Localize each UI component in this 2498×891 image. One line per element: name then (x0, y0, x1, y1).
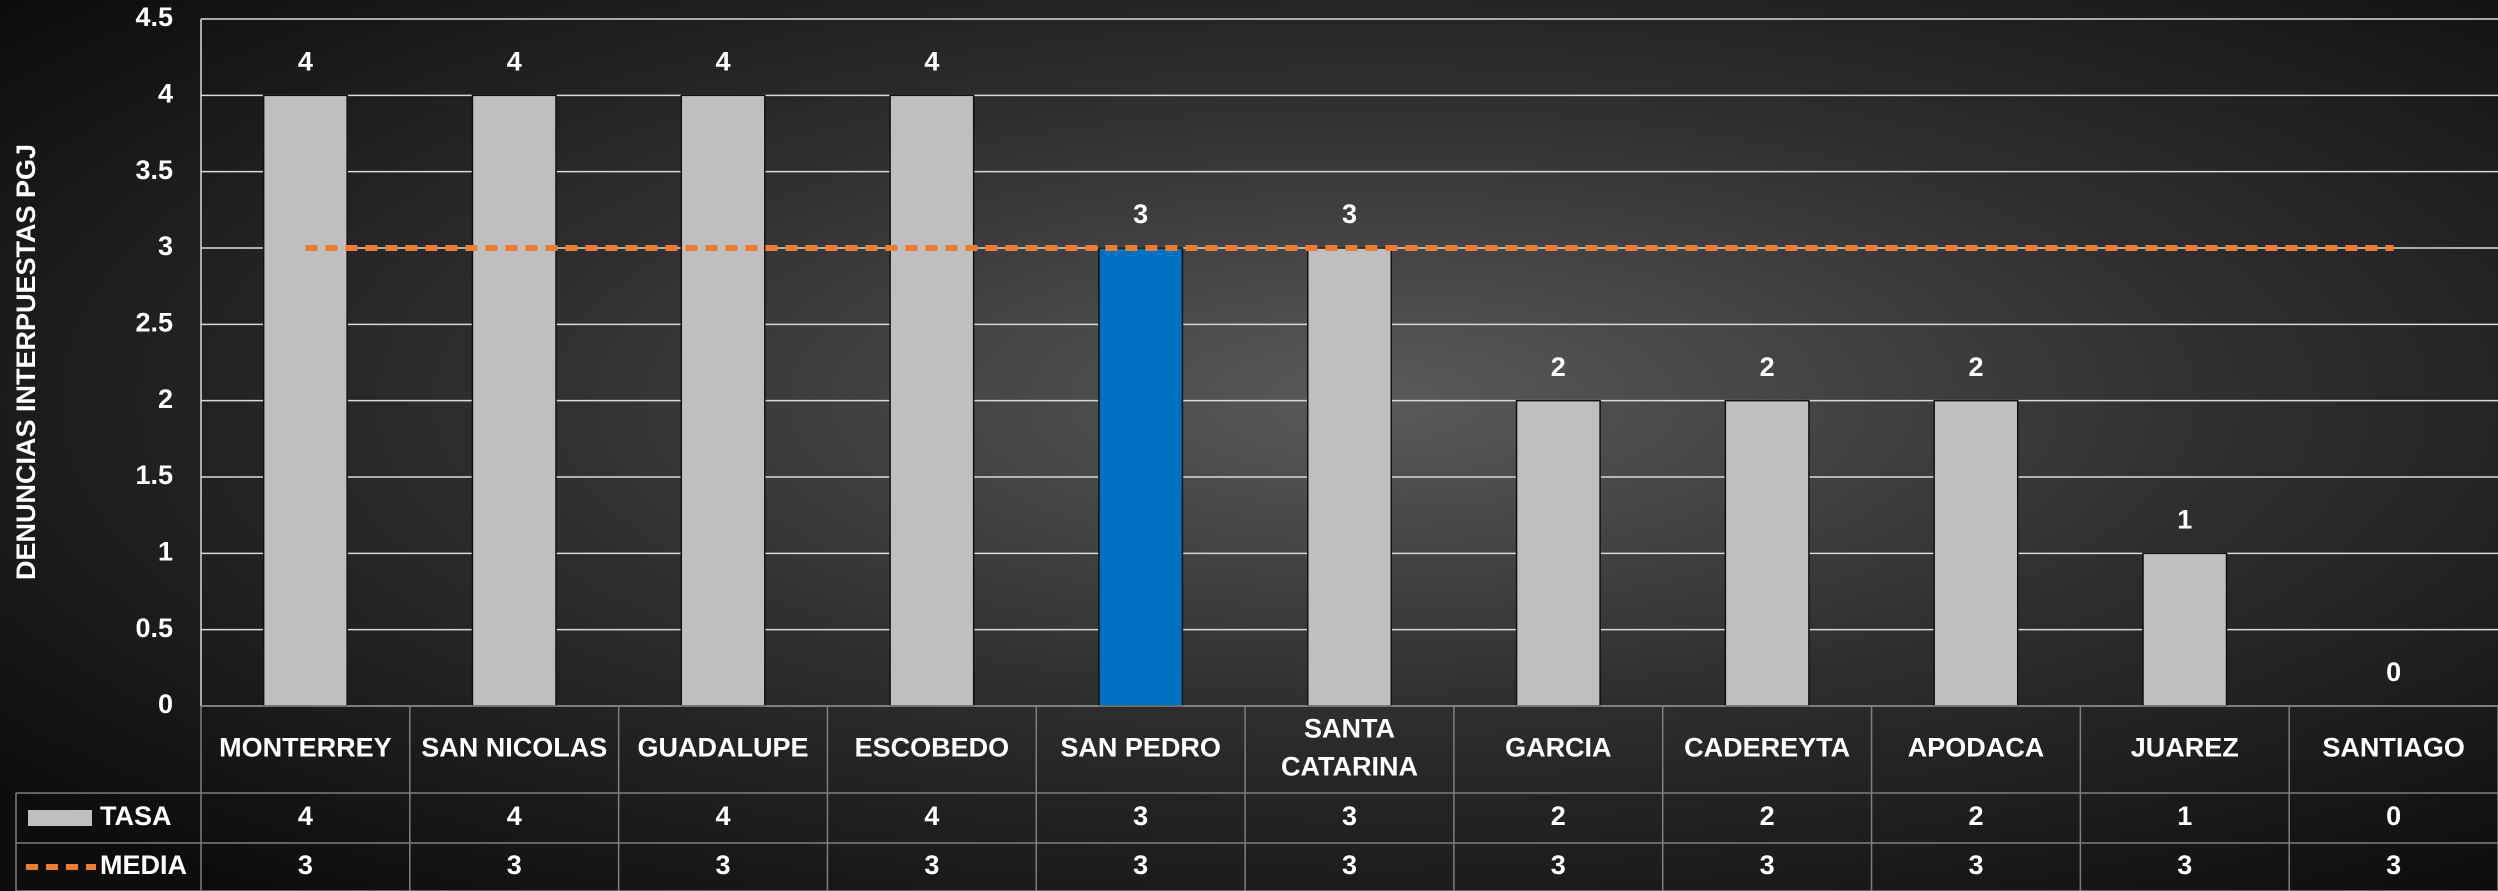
bar (1517, 401, 1601, 706)
bar (1934, 401, 2018, 706)
legend-label: MEDIA (100, 850, 187, 880)
data-label: 1 (2177, 504, 2192, 534)
table-value: 4 (924, 801, 939, 831)
legend-label: TASA (100, 801, 172, 831)
data-label: 4 (507, 46, 522, 76)
data-label: 4 (924, 46, 939, 76)
table-value: 3 (1133, 801, 1148, 831)
table-value: 3 (1342, 850, 1357, 880)
bar (472, 95, 556, 706)
table-value: 3 (716, 850, 731, 880)
x-tick-label-line: CATARINA (1281, 752, 1418, 782)
chart: DENUNCIAS INTERPUESTAS PGJ 0 0.5 1 1.5 2 2.5 3… (0, 0, 2498, 891)
bar (1099, 248, 1183, 706)
table-value: 3 (298, 850, 313, 880)
bar (1308, 248, 1392, 706)
table-value: 3 (1133, 850, 1148, 880)
table-value: 3 (924, 850, 939, 880)
x-tick-label: APODACA (1908, 733, 2045, 763)
y-tick-label: 2.5 (135, 307, 173, 337)
data-label: 4 (298, 46, 313, 76)
x-tick-label-line: SANTA (1304, 714, 1395, 744)
table-value: 4 (507, 801, 522, 831)
x-tick-label: MONTERREY (219, 733, 392, 763)
table-value: 3 (1760, 850, 1775, 880)
bar (264, 95, 348, 706)
table-value: 3 (1551, 850, 1566, 880)
table-value: 1 (2177, 801, 2192, 831)
y-tick-label: 0.5 (135, 613, 173, 643)
bar (2143, 553, 2227, 706)
table-value: 3 (2386, 850, 2401, 880)
table-value: 2 (1551, 801, 1566, 831)
page: DENUNCIAS INTERPUESTAS PGJ 0 0.5 1 1.5 2 2.5 3… (0, 0, 2498, 891)
table-value: 4 (716, 801, 731, 831)
bar (890, 95, 974, 706)
table-value: 3 (507, 850, 522, 880)
y-axis-title: DENUNCIAS INTERPUESTAS PGJ (11, 144, 41, 580)
table-value: 2 (1760, 801, 1775, 831)
table-value: 2 (1968, 801, 1983, 831)
y-tick-label: 4 (158, 78, 173, 108)
table-value: 3 (2177, 850, 2192, 880)
x-tick-label: SAN NICOLAS (421, 733, 607, 763)
y-tick-label: 3.5 (135, 155, 173, 185)
bar (1725, 401, 1809, 706)
bar (681, 95, 765, 706)
x-tick-label: ESCOBEDO (855, 733, 1010, 763)
y-tick-label: 3 (158, 231, 173, 261)
x-tick-label: SAN PEDRO (1060, 733, 1221, 763)
data-label: 2 (1551, 352, 1566, 382)
legend-key (28, 810, 92, 826)
data-label: 4 (716, 46, 731, 76)
x-tick-label: GARCIA (1505, 733, 1612, 763)
x-tick-label: CADEREYTA (1684, 733, 1850, 763)
table-value: 0 (2386, 801, 2401, 831)
x-tick-label: GUADALUPE (638, 733, 809, 763)
table-value: 4 (298, 801, 313, 831)
x-tick-label: JUAREZ (2131, 733, 2239, 763)
x-tick-label: SANTIAGO (2322, 733, 2465, 763)
y-tick-label: 4.5 (135, 2, 173, 32)
table-value: 3 (1968, 850, 1983, 880)
data-label: 2 (1760, 352, 1775, 382)
y-tick-label: 2 (158, 384, 173, 414)
y-tick-label: 1 (158, 536, 173, 566)
y-tick-label: 1.5 (135, 460, 173, 490)
data-label: 3 (1342, 199, 1357, 229)
data-label: 0 (2386, 657, 2401, 687)
y-tick-label: 0 (158, 689, 173, 719)
data-label: 2 (1968, 352, 1983, 382)
table-value: 3 (1342, 801, 1357, 831)
data-label: 3 (1133, 199, 1148, 229)
